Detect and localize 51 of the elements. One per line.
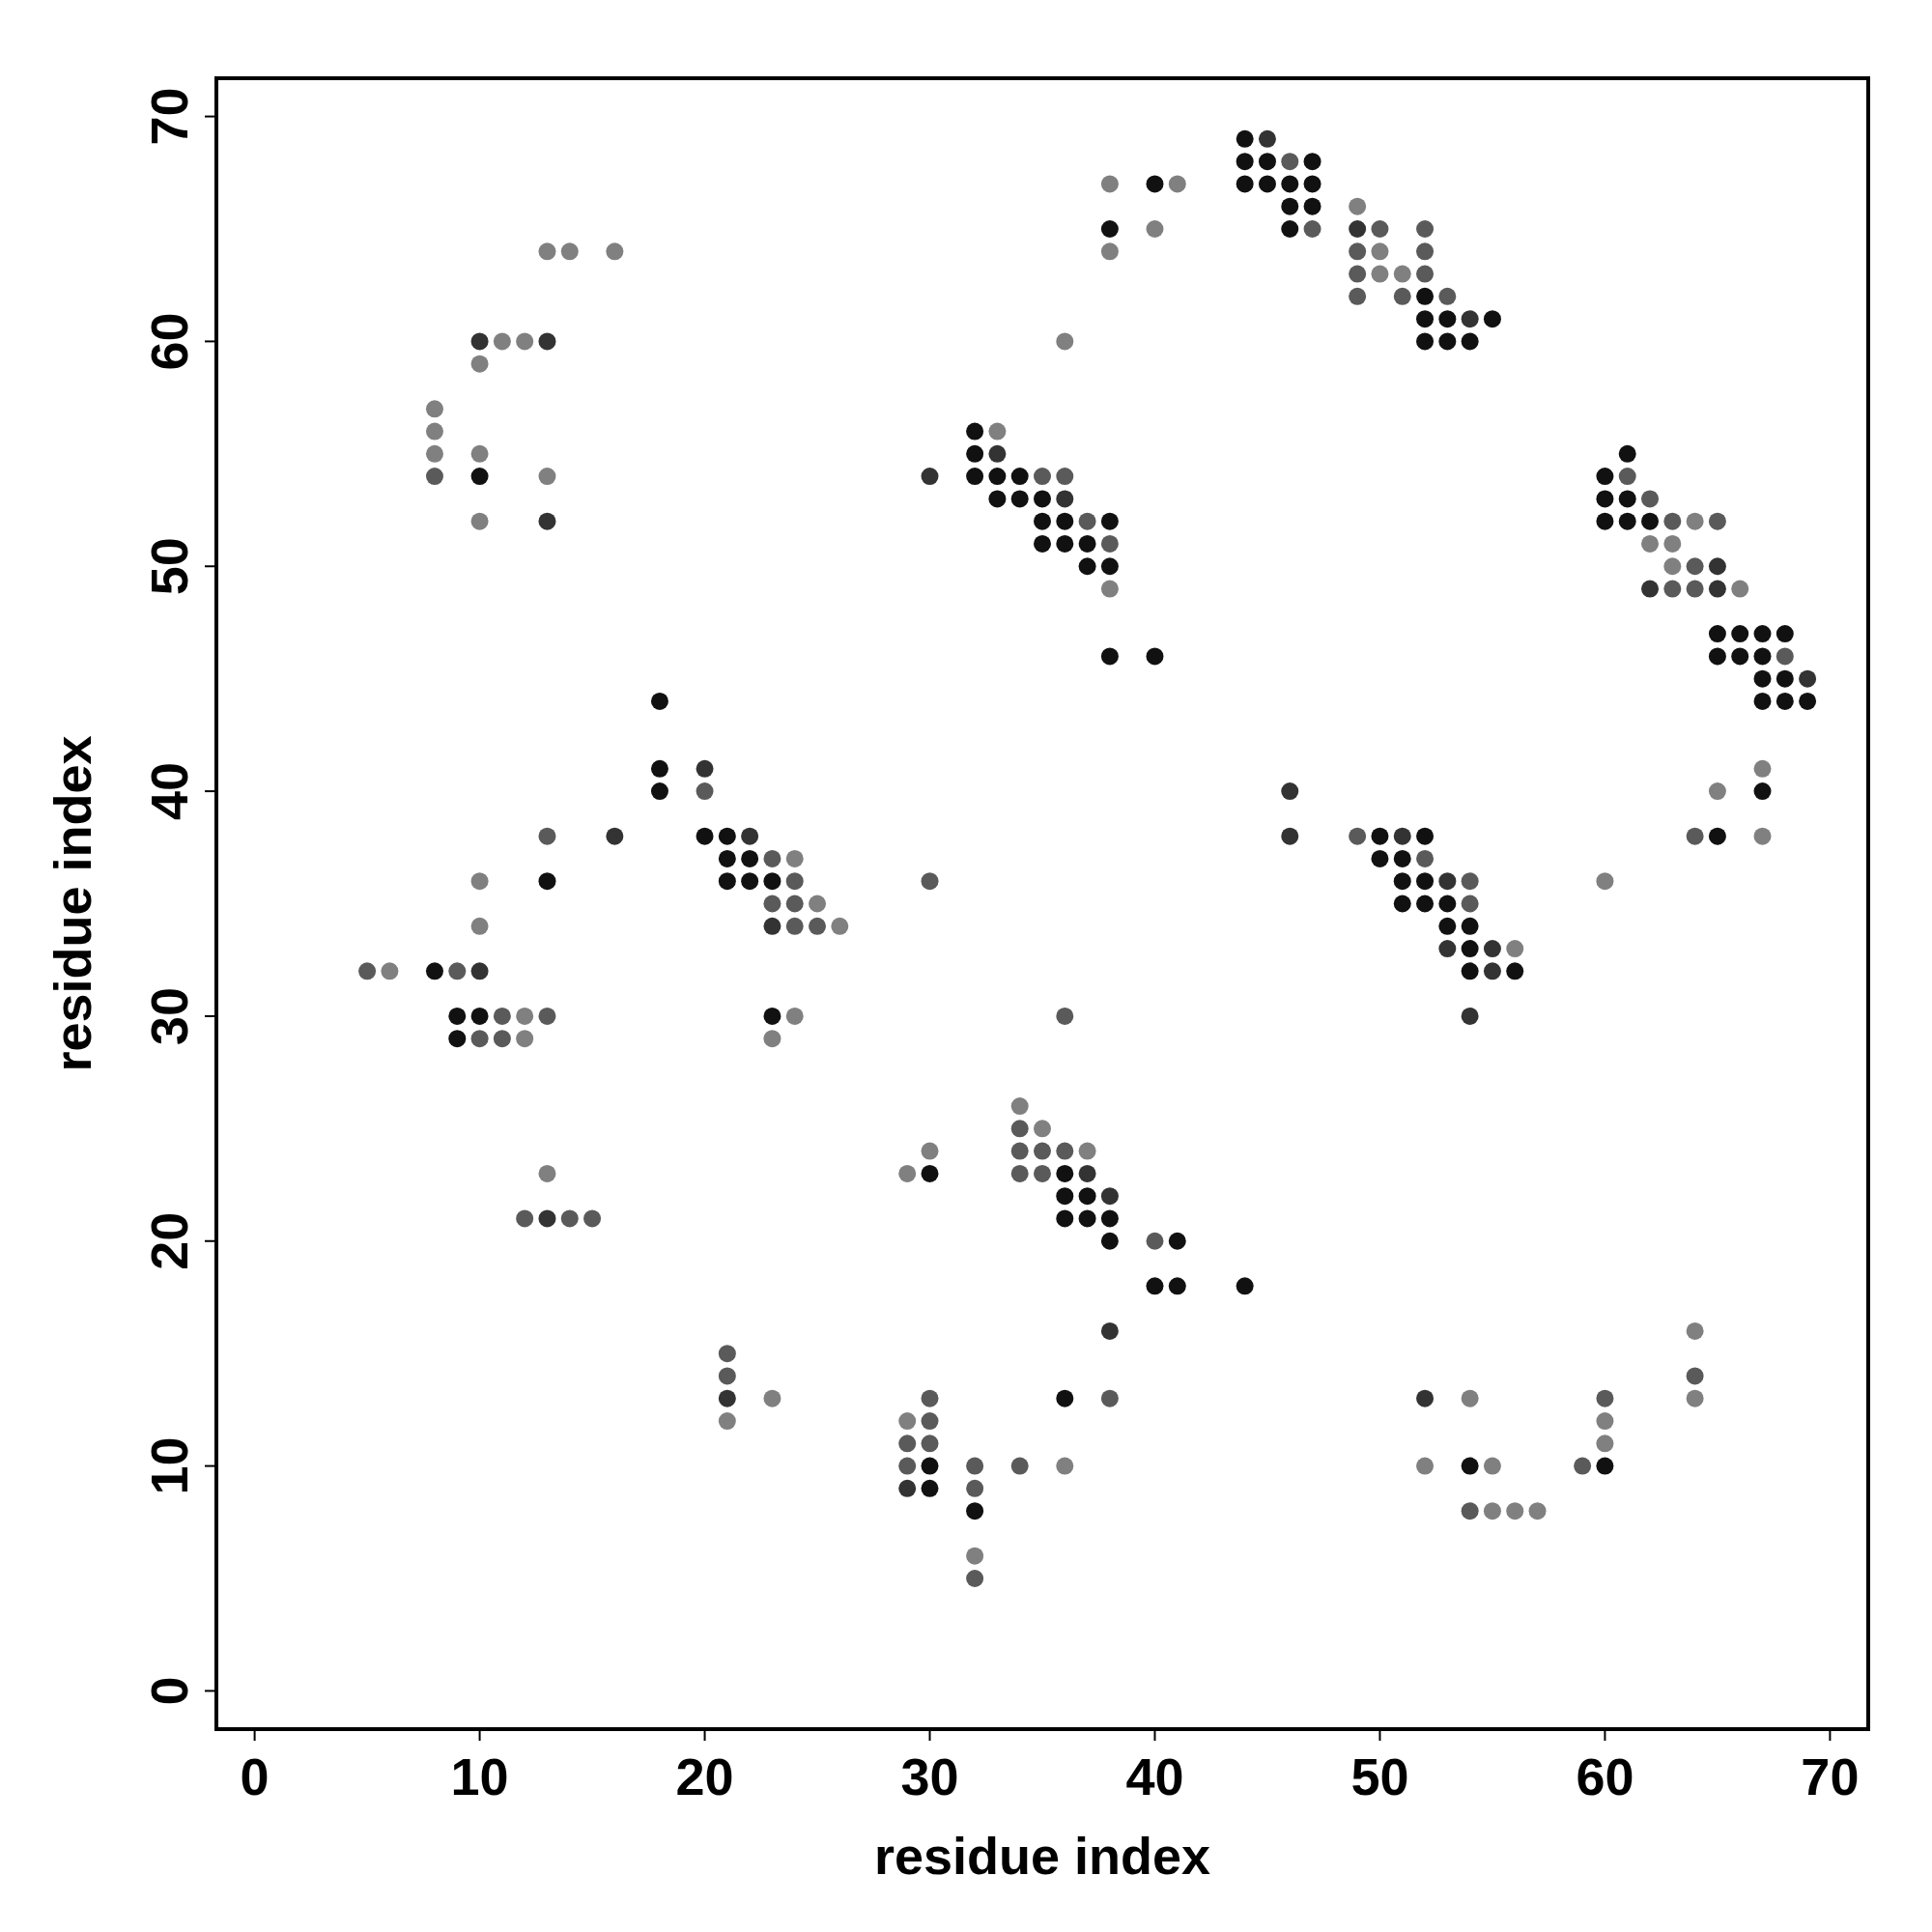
point bbox=[988, 444, 1007, 463]
point bbox=[1799, 669, 1817, 688]
point bbox=[1100, 1187, 1119, 1206]
point bbox=[470, 332, 489, 351]
x-tick-label: 70 bbox=[1801, 1747, 1860, 1805]
y-tick-label: 70 bbox=[140, 87, 198, 146]
point bbox=[696, 759, 714, 778]
point bbox=[606, 827, 624, 845]
point bbox=[538, 1209, 556, 1228]
point bbox=[1393, 827, 1411, 845]
point bbox=[1438, 940, 1457, 958]
point bbox=[1100, 1321, 1119, 1340]
point bbox=[921, 468, 939, 486]
point bbox=[1708, 557, 1726, 576]
y-tick-label: 0 bbox=[140, 1676, 198, 1706]
x-axis-title: residue index bbox=[873, 1827, 1211, 1885]
y-tick-label: 50 bbox=[140, 537, 198, 596]
point bbox=[1078, 1164, 1096, 1182]
y-tick-label: 40 bbox=[140, 762, 198, 821]
point bbox=[763, 917, 781, 935]
point bbox=[1056, 490, 1074, 508]
point bbox=[1438, 872, 1457, 891]
x-tick-label: 10 bbox=[450, 1747, 509, 1805]
x-tick-label: 20 bbox=[675, 1747, 734, 1805]
point bbox=[470, 962, 489, 980]
point bbox=[538, 332, 556, 351]
point bbox=[1281, 827, 1299, 845]
point bbox=[1708, 580, 1726, 598]
point bbox=[741, 827, 759, 845]
point bbox=[1461, 1007, 1479, 1025]
point bbox=[1483, 962, 1501, 980]
x-tick-label: 30 bbox=[900, 1747, 959, 1805]
point bbox=[898, 1479, 917, 1497]
point bbox=[1416, 1389, 1435, 1407]
point bbox=[1641, 580, 1660, 598]
x-tick-label: 50 bbox=[1350, 1747, 1409, 1805]
point bbox=[718, 1389, 736, 1407]
point bbox=[1461, 310, 1479, 328]
x-tick-label: 60 bbox=[1576, 1747, 1634, 1805]
point bbox=[1349, 220, 1367, 238]
y-tick-label: 60 bbox=[140, 312, 198, 371]
point bbox=[1258, 129, 1276, 148]
y-axis-title: residue index bbox=[43, 735, 101, 1072]
point bbox=[538, 512, 556, 530]
y-tick-label: 30 bbox=[140, 986, 198, 1045]
y-tick-label: 20 bbox=[140, 1211, 198, 1270]
x-tick-label: 0 bbox=[240, 1747, 270, 1805]
x-tick-label: 40 bbox=[1125, 1747, 1184, 1805]
y-tick-label: 10 bbox=[140, 1436, 198, 1495]
point bbox=[1483, 940, 1501, 958]
point bbox=[1281, 782, 1299, 801]
